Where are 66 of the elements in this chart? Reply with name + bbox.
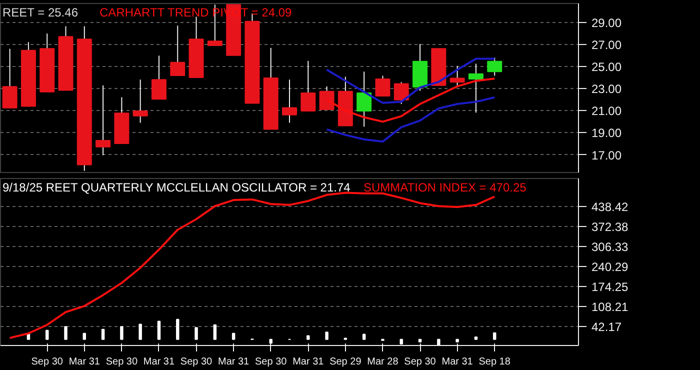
x-tick-label: Sep 29 (330, 356, 362, 368)
x-tick-label: Sep 18 (478, 356, 511, 368)
x-tick-label: Mar 31 (143, 356, 175, 368)
x-tick-label: Mar 28 (367, 356, 399, 368)
bar (213, 324, 217, 340)
y-tick-label: 25.00 (592, 60, 622, 74)
bar (157, 320, 161, 340)
bar (45, 330, 49, 340)
y-tick-label: 17.00 (592, 148, 622, 162)
candlestick (300, 60, 316, 112)
bar (306, 335, 310, 340)
y-tick-label: 240.29 (592, 260, 629, 274)
y-tick-label: 108.21 (592, 300, 629, 314)
y-tick-label: 27.00 (592, 38, 622, 52)
bar (138, 324, 142, 340)
candlestick (282, 79, 297, 124)
y-tick-label: 23.00 (592, 82, 622, 96)
bar (82, 332, 86, 340)
y-tick-label: 306.33 (592, 240, 629, 254)
x-tick-label: Sep 30 (404, 356, 436, 368)
candlestick (450, 65, 465, 88)
bar (176, 318, 180, 340)
candlestick (375, 75, 390, 96)
x-tick-label: Sep 30 (31, 356, 64, 368)
candlestick (96, 84, 111, 156)
y-tick-label: 174.25 (592, 280, 629, 294)
x-tick-label: Mar 31 (218, 356, 250, 368)
y-tick-label: 21.00 (592, 104, 622, 118)
bar (362, 334, 366, 340)
x-tick-label: Sep 30 (255, 356, 288, 368)
candlestick (132, 79, 148, 124)
x-tick-label: Sep 30 (106, 356, 138, 368)
series-label: SUMMATION INDEX = 470.25 (364, 180, 527, 194)
x-tick-label: Mar 31 (442, 356, 474, 368)
y-tick-label: 438.42 (592, 200, 629, 214)
candlestick (468, 63, 484, 114)
bar (492, 332, 496, 340)
y-tick-label: 29.00 (592, 16, 622, 30)
bar (400, 338, 403, 344)
candlestick (319, 86, 334, 110)
series-label: REET = 25.46 (2, 6, 78, 20)
bar (269, 338, 272, 344)
candlestick (170, 25, 186, 76)
candlestick (151, 55, 166, 100)
bar (120, 326, 124, 340)
candlestick (487, 57, 502, 76)
candlestick (2, 48, 18, 108)
bar (474, 336, 478, 340)
y-tick-label: 42.17 (592, 320, 622, 334)
text: 9/18/25 REET QUARTERLY MCCLELLAN OSCILLATOR = 21.74 (2, 180, 351, 194)
candlestick (394, 82, 409, 105)
y-tick-label: 19.00 (592, 126, 622, 140)
x-tick-label: Mar 31 (292, 356, 324, 368)
bar (325, 332, 328, 340)
bar (194, 327, 198, 340)
bar (232, 332, 236, 340)
bar (64, 326, 68, 340)
y-tick-label: 372.38 (592, 220, 629, 234)
line-series (326, 96, 496, 143)
bar (456, 338, 459, 342)
candlestick (356, 71, 372, 128)
bar (418, 338, 422, 342)
x-tick-label: Mar 31 (68, 356, 100, 368)
x-tick-label: Sep 30 (180, 356, 213, 368)
bar (101, 328, 105, 340)
bar (437, 338, 440, 346)
